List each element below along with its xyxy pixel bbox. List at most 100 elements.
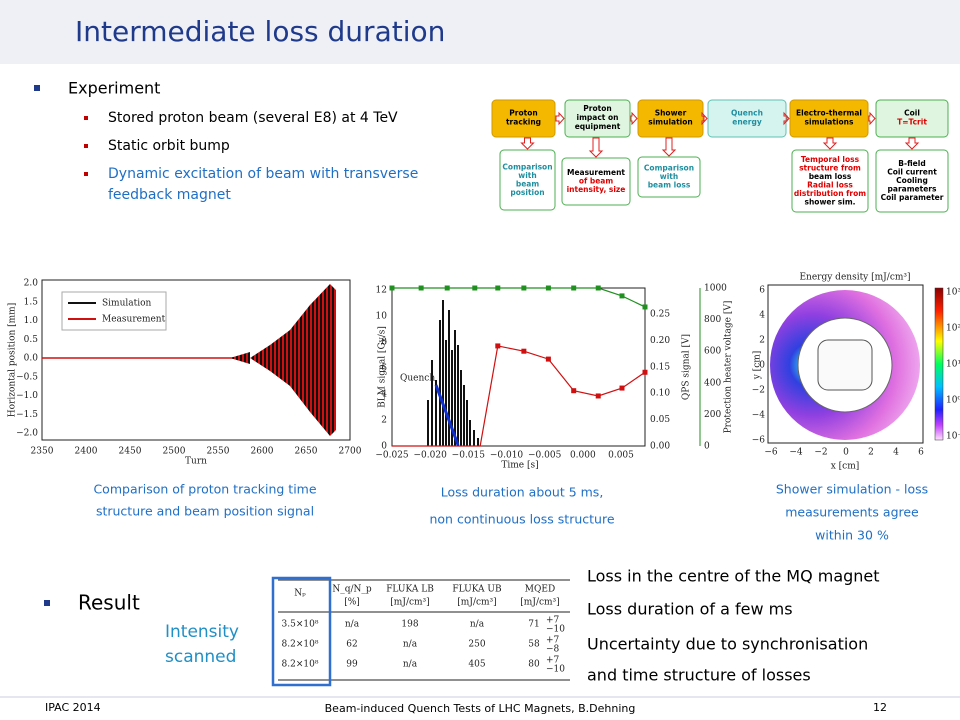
x-tick-label: 0.005 [608,451,634,461]
highlight-box [271,576,332,687]
y2-axis-label: QPS signal [V] [682,334,692,400]
figure-caption: Loss duration about 5 ms, [441,485,604,500]
flow-node-label: Coil parameter [881,193,944,202]
flow-arrow [588,137,604,158]
bullet-item: Dynamic excitation of beam with transver… [108,166,418,182]
flow-node-label: Proton [509,109,537,118]
table-header: N_q/N_p [332,585,372,595]
plot-frame [391,287,646,447]
bullet [34,85,40,91]
bullet-item: Stored proton beam (several E8) at 4 TeV [108,110,398,126]
y-tick-label: −2 [752,386,765,396]
finding: and time structure of losses [587,666,811,685]
x-tick-label: 2600 [251,447,274,457]
y-tick-label: 4 [759,311,765,321]
colorbar-label: 10² [946,324,960,334]
flow-node-label: Measurement [567,168,625,177]
captions: Comparison of proton tracking time struct… [93,482,928,543]
flow-node [499,149,556,211]
flow-arrow [661,137,677,157]
figure-title: Energy density [mJ/cm³] [799,273,910,283]
y-tick-label: 10 [376,312,388,322]
flow-node-label: Coil [904,109,920,118]
x-tick-label: 4 [893,448,899,458]
flow-node-label: Radial loss [807,180,853,189]
y3-axis-label: Protection heater voltage [V] [724,301,734,434]
y-tick-label: 1.0 [24,316,39,326]
table-cell-lower: −8 [546,645,560,655]
qps-point [642,369,648,375]
flow-arrow [701,111,708,126]
flow-node-label: beam [516,179,540,188]
y-tick-label: 2 [759,336,765,346]
flow-node-label: simulation [648,118,692,127]
colorbar-label: 10⁻¹ [946,432,960,442]
table-cell: n/a [345,620,360,630]
flow-node-label: T=Tcrit [897,118,927,127]
y3-tick-label: 800 [704,315,721,325]
result-table: Nₚ N_q/N_p [%] FLUKA LB [mJ/cm³] FLUKA UB [mJ/… [278,579,570,681]
y-tick-label: 0 [381,442,387,452]
flow-node-label: of beam [579,177,614,186]
flow-node [564,99,631,138]
y2-tick-label: 0.15 [650,362,670,372]
flow-arrow [630,111,638,126]
x-axis-label: Time [s] [501,461,538,471]
y-tick-label: −0.5 [16,372,38,382]
figure-caption: non continuous loss structure [429,512,614,527]
table-cell: 3.5×10⁸ [282,620,319,630]
finding: Loss duration of a few ms [587,600,793,619]
heater-point [418,285,424,291]
table-header: FLUKA UB [452,585,502,595]
y-tick-label: 2.0 [24,279,39,289]
x-axis-label: x [cm] [831,462,860,472]
annotation: Quench [400,374,435,384]
x-tick-label: 2550 [207,447,230,457]
table-header: Nₚ [294,589,306,599]
qps-point [619,385,625,391]
qps-point [571,388,577,394]
table-cell-upper: +7 [546,656,560,666]
flow-node-label: parameters [888,185,937,194]
table-cell: 250 [468,640,485,650]
heater-point [389,285,395,291]
table-cell-lower: −10 [546,665,565,675]
table-cell: 198 [401,620,418,630]
blm-signal [427,300,479,446]
quench-marker [434,384,460,446]
flow-arrow [904,137,920,150]
flow-node-label: position [510,188,544,197]
y2-tick-label: 0.05 [650,415,670,425]
finding: Loss in the centre of the MQ magnet [587,567,880,586]
qps-point [545,356,551,362]
qps-point [595,393,601,399]
legend-label: Simulation [102,299,152,309]
y-tick-label: 0.5 [24,335,39,345]
x-tick-label: −0.020 [414,451,448,461]
title: Intermediate loss duration [75,15,445,48]
finding: Uncertainty due to synchronisation [587,635,868,654]
flow-node-label: with [518,171,536,180]
y-tick-label: 12 [376,286,387,296]
y-tick-label: −1.5 [16,410,38,420]
figure-caption: measurements agree [785,505,919,520]
bullet [84,172,88,176]
bullet-heading: Experiment [68,79,160,98]
x-tick-label: 2500 [163,447,186,457]
bullet-item: feedback magnet [108,187,231,203]
figure-caption: within 30 % [815,528,889,543]
table-cell: 405 [468,660,485,670]
table-cell: n/a [470,620,485,630]
qps-point [495,343,501,349]
heater-point [619,293,625,299]
y-tick-label: 2 [381,416,387,426]
x-tick-label: −0.005 [528,451,562,461]
table-header: [mJ/cm³] [390,598,429,608]
footer-left: IPAC 2014 [45,701,101,714]
x-tick-label: 2400 [75,447,98,457]
table-cell-upper: +7 [546,636,560,646]
legend-label: Measurement [102,315,166,325]
flow-node-label: shower sim. [805,197,856,206]
y3-tick-label: 0 [704,442,710,452]
